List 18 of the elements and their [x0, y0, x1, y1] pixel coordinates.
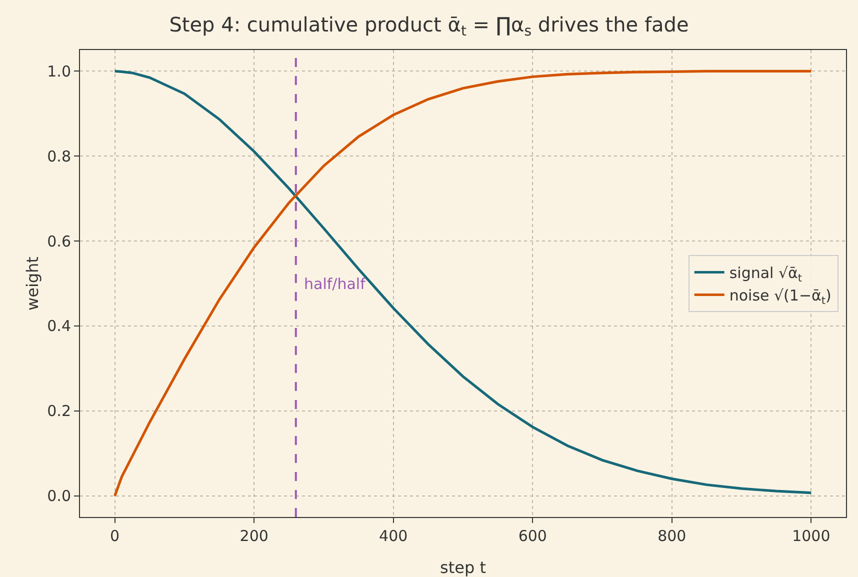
legend-label: noise √(1−ᾱ$_{t}$) [729, 286, 832, 307]
x-tick-label: 600 [518, 527, 547, 545]
x-tick-label: 0 [110, 527, 120, 545]
chart-title: Step 4: cumulative product ᾱ$_{t}$ = ∏α$_{s}$ drives the fade [169, 12, 689, 40]
y-tick-label: 1.0 [47, 62, 71, 80]
x-axis-title: step t [440, 558, 486, 577]
y-tick-label: 0.4 [47, 317, 71, 336]
x-tick-label: 800 [658, 527, 686, 545]
ref-line-label: half/half [304, 275, 366, 293]
x-tick-label: 400 [379, 527, 408, 545]
y-tick-label: 0.6 [47, 232, 71, 250]
x-tick-label: 1000 [792, 527, 830, 545]
y-axis-title: weight [23, 256, 42, 310]
x-tick-label: 200 [240, 527, 268, 545]
y-tick-label: 0.0 [47, 487, 71, 506]
legend-label: signal √ᾱ$_{t}$ [729, 264, 802, 284]
y-tick-label: 0.2 [47, 402, 71, 420]
y-tick-label: 0.8 [47, 147, 71, 166]
